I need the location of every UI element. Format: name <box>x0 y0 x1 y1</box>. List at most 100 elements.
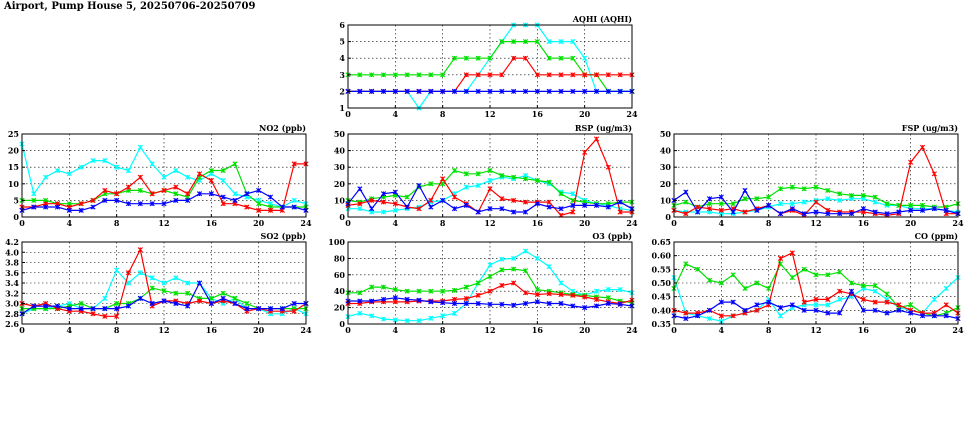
data-point <box>546 55 552 61</box>
y-tick-label: 0 <box>339 212 345 222</box>
data-point <box>66 171 72 177</box>
x-tick-label: 8 <box>766 218 772 228</box>
y-tick-label: 20 <box>334 303 346 313</box>
data-point <box>114 300 120 307</box>
data-point <box>380 316 387 322</box>
data-point <box>487 206 493 212</box>
data-point <box>463 171 469 177</box>
data-point <box>777 186 784 192</box>
y-tick-label: 40 <box>334 146 346 156</box>
data-point <box>380 199 387 205</box>
y-tick-label: 3.2 <box>5 288 19 298</box>
data-point <box>232 300 238 307</box>
data-point <box>931 171 937 177</box>
data-point <box>161 201 167 207</box>
data-point <box>860 307 866 313</box>
page-title: Airport, Pump House 5, 20250706-20250709 <box>4 1 256 12</box>
data-point <box>511 39 517 45</box>
x-tick-label: 20 <box>905 218 917 228</box>
data-point <box>173 275 179 281</box>
y-tick-label: 40 <box>334 286 346 296</box>
data-point <box>463 202 469 208</box>
data-point <box>522 300 529 307</box>
x-tick-label: 24 <box>626 325 638 335</box>
y-tick-label: 0 <box>339 319 345 329</box>
data-point <box>451 310 458 316</box>
data-point <box>605 72 611 78</box>
y-tick-label: 2.6 <box>5 319 19 329</box>
data-point <box>404 288 410 294</box>
data-point <box>220 177 226 184</box>
data-point <box>499 39 505 45</box>
data-point <box>173 197 179 203</box>
data-point <box>872 283 878 289</box>
data-point <box>570 55 576 61</box>
data-point <box>593 202 600 208</box>
data-point <box>357 310 363 316</box>
data-point <box>440 72 446 78</box>
data-point <box>125 184 132 190</box>
data-point <box>546 264 552 270</box>
data-point <box>357 206 363 212</box>
data-point <box>801 211 807 217</box>
data-point <box>683 199 689 205</box>
data-point <box>754 302 760 308</box>
data-point <box>522 209 529 215</box>
data-point <box>196 171 203 177</box>
data-point <box>161 288 167 294</box>
data-point <box>511 55 517 61</box>
data-point <box>244 204 250 210</box>
x-tick-label: 8 <box>440 218 446 228</box>
y-tick-label: 10 <box>334 195 346 205</box>
data-point <box>617 301 623 307</box>
data-point <box>813 184 819 190</box>
data-point <box>291 197 297 203</box>
data-point <box>102 313 108 319</box>
data-point <box>416 206 422 212</box>
x-tick-label: 8 <box>440 325 446 335</box>
data-point <box>754 196 760 202</box>
data-point <box>404 72 410 78</box>
data-point <box>451 287 458 293</box>
no2-chart: 0 4 8 12 16 20 24 0 5 10 15 20 25 NO2 (ppb) <box>8 123 312 228</box>
y-tick-label: 6 <box>339 20 345 30</box>
data-point <box>943 285 949 292</box>
data-point <box>475 300 481 307</box>
data-point <box>392 207 398 213</box>
data-point <box>570 292 576 298</box>
data-point <box>943 207 949 213</box>
data-point <box>825 296 831 302</box>
data-point <box>256 207 262 213</box>
data-point <box>789 206 795 212</box>
x-tick-label: 8 <box>766 325 772 335</box>
data-point <box>267 194 274 200</box>
data-point <box>872 194 878 200</box>
data-point <box>440 288 446 294</box>
data-point <box>825 211 831 217</box>
data-point <box>428 299 434 305</box>
data-point <box>570 88 576 94</box>
data-point <box>511 266 517 272</box>
x-tick-label: 4 <box>393 218 399 228</box>
data-point <box>766 202 772 208</box>
data-point <box>102 295 108 301</box>
data-point <box>511 302 517 308</box>
data-point <box>114 197 120 203</box>
data-point <box>582 202 588 208</box>
x-tick-label: 12 <box>810 325 821 335</box>
data-point <box>860 192 866 199</box>
data-point <box>137 270 143 276</box>
data-point <box>451 167 458 174</box>
data-point <box>114 306 120 312</box>
y-tick-label: 5 <box>13 195 19 205</box>
data-point <box>522 88 529 94</box>
data-point <box>683 315 689 322</box>
data-point <box>487 167 493 174</box>
data-point <box>683 310 689 316</box>
y-tick-label: 4.0 <box>5 247 19 257</box>
data-point <box>558 39 564 45</box>
chart-title: RSP (ug/m3) <box>575 123 632 133</box>
data-point <box>392 295 398 301</box>
data-point <box>837 310 843 316</box>
